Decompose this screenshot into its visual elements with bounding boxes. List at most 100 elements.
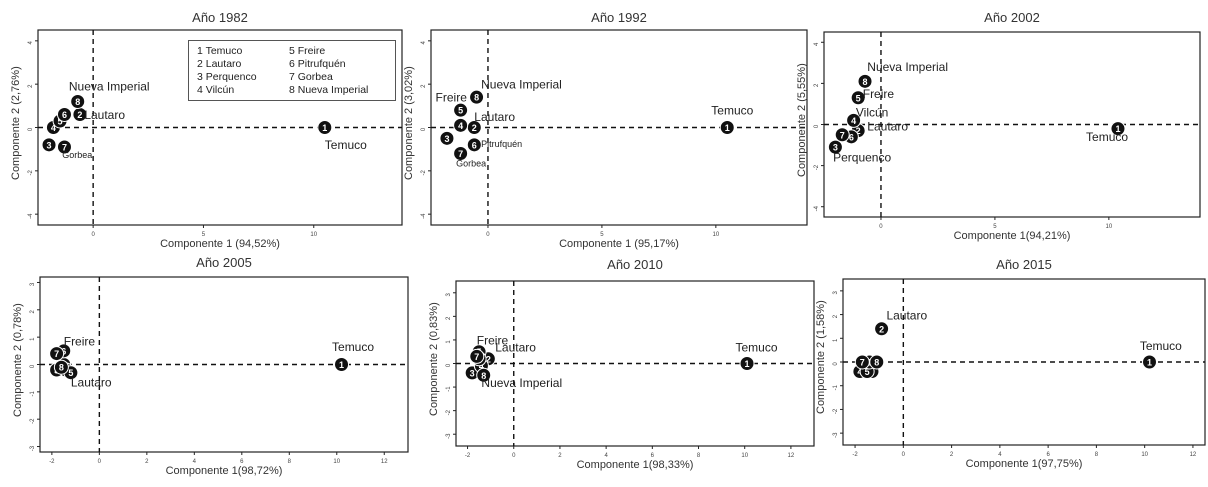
scatter-plot: -2024681012-3-2-1012312345678LautaroTemu… — [833, 278, 1206, 458]
point-id-label: 5 — [865, 367, 870, 377]
annotation-label: Lautaro — [474, 110, 515, 124]
data-point-7: 7 — [854, 354, 870, 370]
point-id-label: 5 — [856, 93, 861, 103]
annotation-label: Temuco — [1086, 130, 1128, 144]
point-id-label: 1 — [1147, 358, 1152, 368]
legend-entry: 3 Perquenco — [197, 71, 257, 83]
x-tick-label: 12 — [1190, 452, 1197, 458]
point-id-label: 6 — [62, 110, 67, 120]
y-tick-label: 0 — [421, 127, 427, 131]
point-id-label: 4 — [851, 116, 856, 126]
x-tick-label: 5 — [993, 224, 997, 230]
y-tick-label: -1 — [446, 386, 452, 392]
chart-title: Año 1992 — [591, 10, 647, 25]
y-tick-label: 4 — [421, 41, 427, 45]
point-id-label: 1 — [745, 359, 750, 369]
chart-panel-6: Año 2015-2024681012-3-2-1012312345678Lau… — [815, 257, 1208, 485]
point-id-label: 3 — [444, 134, 449, 144]
legend: 1 Temuco 5 Freire 2 Lautaro 6 Pitrufquén 3 P… — [188, 40, 396, 101]
annotation-label: Lautaro — [495, 341, 536, 355]
data-point-1: 1 — [739, 356, 755, 371]
point-marker — [846, 112, 862, 128]
annotation-label: Vilcún — [856, 105, 888, 119]
point-id-label: 1 — [339, 360, 344, 370]
legend-entry: 4 Vilcún — [197, 84, 235, 96]
point-id-label: 2 — [486, 354, 491, 364]
x-tick-label: 10 — [310, 232, 317, 238]
point-id-label: 8 — [75, 97, 80, 107]
y-tick-label: 2 — [30, 309, 36, 313]
annotation-label: Temuco — [325, 138, 367, 152]
annotation-label: Freire — [863, 87, 895, 101]
data-point-8: 8 — [869, 354, 885, 370]
y-tick-label: 2 — [814, 83, 820, 87]
annotation-label: Freire — [64, 334, 96, 348]
y-axis-label: Componente 2 (2,76%) — [10, 65, 22, 180]
y-tick-label: 3 — [446, 292, 452, 296]
annotation-label: Freire — [436, 91, 468, 105]
point-marker — [334, 357, 350, 372]
point-marker — [49, 346, 65, 362]
x-tick-label: 6 — [1046, 452, 1050, 458]
point-id-label: 1 — [725, 123, 730, 133]
chart-title: Año 2002 — [984, 10, 1040, 25]
legend-entry: 5 Freire — [289, 45, 326, 57]
data-point-8: 8 — [857, 73, 873, 89]
x-tick-label: 0 — [879, 224, 883, 230]
point-id-label: 8 — [481, 371, 486, 381]
x-tick-label: -2 — [465, 453, 471, 459]
point-id-label: 2 — [879, 324, 884, 334]
point-marker — [719, 120, 735, 135]
data-point-2: 2 — [874, 321, 890, 337]
data-point-4: 4 — [846, 112, 862, 128]
x-tick-label: 4 — [998, 452, 1002, 458]
legend-entry: 1 Temuco — [197, 45, 243, 57]
data-point-1: 1 — [1141, 354, 1157, 370]
chart-panel-2: Año 1992 0 5 10 -4 -2 0 2 4 1 2 3 4 5 6 7 8 Nueva Imperia… — [403, 10, 813, 250]
point-marker — [834, 127, 850, 143]
x-tick-label: 4 — [193, 459, 197, 465]
annotation-label: Nueva Imperial — [69, 80, 150, 94]
annotation-label: Gorbea — [456, 159, 486, 169]
chart-title: Año 2005 — [196, 255, 252, 270]
point-id-label: 2 — [472, 123, 477, 133]
x-axis-label: Componente 1 (94,52%) — [160, 238, 280, 250]
x-tick-label: 0 — [902, 452, 906, 458]
data-point-1: 1 — [719, 120, 735, 135]
point-marker — [469, 348, 485, 364]
annotation-label: Gorbea — [62, 150, 92, 160]
point-marker — [850, 90, 866, 106]
x-axis-label: Componente 1(98,72%) — [165, 465, 283, 477]
y-tick-label: -2 — [814, 164, 820, 170]
y-tick-label: 4 — [814, 42, 820, 46]
point-id-label: 1 — [1115, 124, 1120, 134]
data-point-7: 7 — [834, 127, 850, 143]
x-axis-label: Componente 1(97,75%) — [965, 458, 1083, 470]
point-id-label: 2 — [856, 126, 861, 136]
x-tick-label: 10 — [741, 453, 748, 459]
annotation-label: Temuco — [735, 341, 777, 355]
data-point-4: 4 — [453, 117, 469, 133]
legend-entry: 8 Nueva Imperial — [289, 84, 369, 96]
x-tick-label: 2 — [145, 459, 149, 465]
point-id-label: 4 — [458, 121, 463, 131]
point-id-label: 5 — [68, 368, 73, 378]
x-tick-label: 6 — [651, 453, 655, 459]
chart-panel-3: Año 2002 0 5 10 -4 -2 0 2 4 1 2 3 4 5 6 7 8 Nueva Imperia… — [796, 10, 1204, 245]
point-id-label: 7 — [458, 149, 463, 159]
data-point-8: 8 — [70, 94, 86, 109]
y-tick-label: -3 — [446, 433, 452, 439]
point-id-label: 8 — [59, 363, 64, 373]
data-point-3: 3 — [827, 139, 843, 155]
data-point-6: 6 — [56, 107, 72, 122]
y-tick-label: 2 — [446, 316, 452, 320]
annotation-label: Nueva Imperial — [481, 78, 562, 92]
y-tick-label: -2 — [833, 408, 839, 414]
y-tick-label: 0 — [814, 124, 820, 128]
y-tick-label: -2 — [30, 418, 36, 424]
x-tick-label: 0 — [486, 232, 490, 238]
point-marker — [317, 120, 333, 135]
y-axis-label: Componente 2 (0,78%) — [12, 302, 24, 417]
annotation-label: Nueva Imperial — [867, 60, 948, 74]
